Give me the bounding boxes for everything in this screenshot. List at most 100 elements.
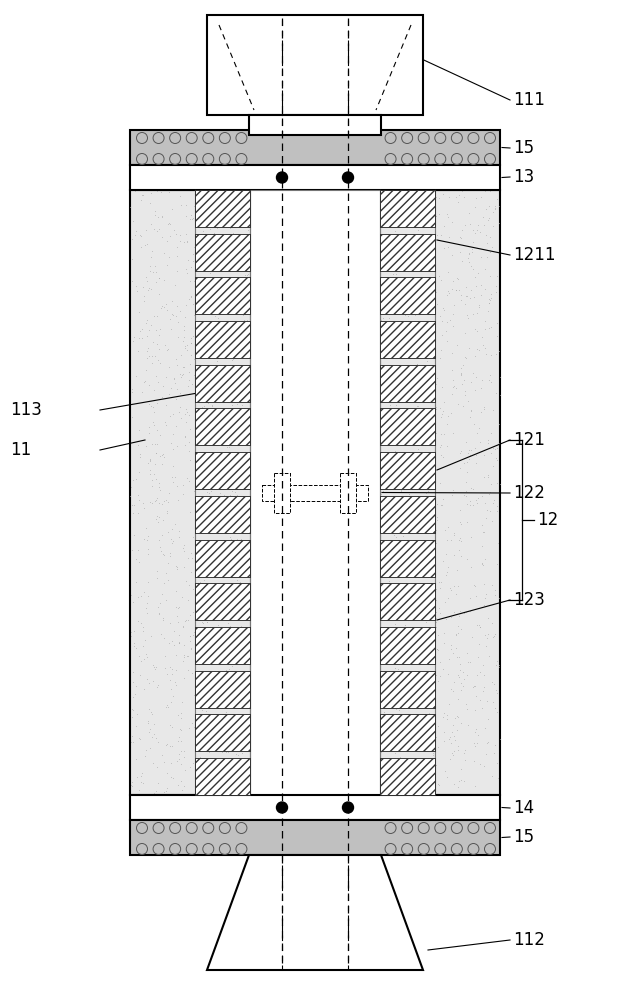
Point (305, 380, 316, 396)
Point (365, 324, 375, 340)
Point (247, 745, 257, 761)
Bar (195, 321, 250, 358)
Point (348, 491, 358, 507)
Point (382, 640, 393, 656)
Point (136, 192, 146, 208)
Point (427, 691, 437, 707)
Point (356, 375, 366, 391)
Point (346, 429, 356, 445)
Point (168, 441, 178, 457)
Point (455, 530, 465, 546)
Point (347, 334, 357, 350)
Point (461, 288, 471, 304)
Point (480, 551, 490, 567)
Point (340, 614, 350, 630)
Point (292, 652, 302, 668)
Point (250, 702, 260, 718)
Point (240, 698, 250, 714)
Point (191, 371, 201, 387)
Point (391, 724, 401, 740)
Point (480, 313, 490, 329)
Point (259, 625, 269, 641)
Point (200, 584, 210, 600)
Point (458, 357, 468, 373)
Bar (380, 583, 435, 620)
Text: 13: 13 (513, 168, 534, 186)
Point (244, 357, 254, 373)
Point (155, 270, 165, 286)
Point (185, 759, 195, 775)
Point (135, 731, 145, 747)
Point (323, 652, 333, 668)
Point (179, 329, 189, 345)
Point (473, 265, 483, 281)
Point (390, 437, 400, 453)
Point (337, 753, 347, 769)
Bar (380, 714, 435, 751)
Point (476, 380, 486, 396)
Point (311, 432, 321, 448)
Point (416, 766, 426, 782)
Point (295, 406, 305, 422)
Point (237, 690, 247, 706)
Point (401, 523, 411, 539)
Bar (195, 452, 250, 489)
Point (230, 716, 240, 732)
Point (233, 709, 244, 725)
Point (391, 266, 401, 282)
Point (223, 325, 233, 341)
Point (293, 638, 303, 654)
Point (176, 722, 186, 738)
Point (409, 321, 419, 337)
Point (428, 464, 438, 480)
Point (218, 262, 228, 278)
Point (423, 591, 433, 607)
Point (152, 570, 162, 586)
Point (294, 318, 304, 334)
Point (419, 549, 429, 565)
Point (494, 416, 504, 432)
Point (391, 400, 401, 416)
Point (450, 710, 460, 726)
Point (221, 704, 231, 720)
Point (157, 456, 167, 472)
Point (138, 775, 148, 791)
Point (411, 716, 421, 732)
Point (155, 595, 165, 611)
Point (225, 529, 235, 545)
Point (253, 656, 263, 672)
Point (208, 416, 218, 432)
Point (342, 234, 352, 250)
Point (143, 588, 153, 604)
Point (127, 273, 137, 289)
Point (187, 376, 197, 392)
Point (296, 207, 306, 223)
Point (142, 605, 152, 621)
Point (202, 376, 212, 392)
Point (367, 632, 377, 648)
Point (295, 412, 305, 428)
Point (433, 642, 443, 658)
Point (374, 784, 384, 800)
Point (185, 356, 195, 372)
Point (178, 653, 188, 669)
Point (128, 774, 138, 790)
Point (212, 403, 222, 419)
Point (314, 396, 324, 412)
Point (298, 235, 308, 251)
Point (287, 208, 297, 224)
Point (173, 314, 183, 330)
Point (245, 227, 255, 243)
Point (136, 239, 146, 255)
Point (135, 449, 145, 465)
Point (178, 366, 188, 382)
Point (383, 286, 393, 302)
Point (491, 346, 501, 362)
Point (307, 676, 317, 692)
Point (317, 384, 327, 400)
Point (438, 709, 448, 725)
Point (333, 331, 343, 347)
Point (157, 208, 167, 224)
Point (456, 533, 466, 549)
Point (221, 760, 231, 776)
